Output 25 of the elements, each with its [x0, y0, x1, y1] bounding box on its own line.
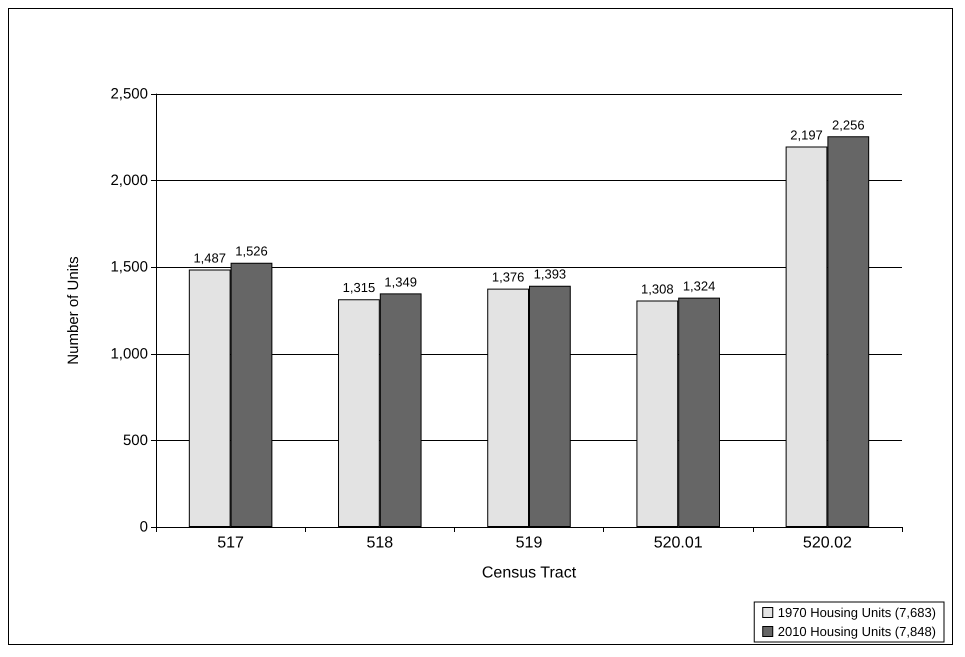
- x-tick-label: 517: [217, 534, 244, 552]
- data-label: 2,197: [790, 127, 823, 142]
- data-label: 2,256: [832, 117, 865, 132]
- data-label: 1,526: [235, 244, 268, 259]
- legend-label: 2010 Housing Units (7,848): [778, 624, 936, 639]
- y-tick-label: 0: [140, 518, 148, 536]
- x-tick-label: 519: [516, 534, 542, 552]
- x-tick-label: 520.01: [654, 534, 703, 552]
- y-tick-label: 500: [122, 432, 148, 449]
- y-axis-title: Number of Units: [65, 256, 82, 365]
- data-label: 1,349: [384, 274, 417, 290]
- y-tick-label: 1,000: [110, 345, 148, 362]
- data-label: 1,308: [641, 281, 674, 296]
- data-label: 1,376: [492, 270, 524, 285]
- data-label: 1,487: [193, 250, 226, 266]
- y-tick-label: 2,000: [110, 172, 148, 190]
- x-tick-label: 520.02: [802, 534, 852, 552]
- y-tick-label: 2,500: [110, 86, 148, 102]
- x-axis-title: Census Tract: [482, 564, 577, 582]
- data-label: 1,315: [342, 280, 376, 296]
- data-label: 1,393: [534, 266, 566, 282]
- x-tick-label: 518: [366, 534, 394, 552]
- y-tick-label: 1,500: [110, 258, 148, 276]
- data-label: 1,324: [682, 278, 716, 294]
- legend-label: 1970 Housing Units (7,683): [778, 605, 936, 620]
